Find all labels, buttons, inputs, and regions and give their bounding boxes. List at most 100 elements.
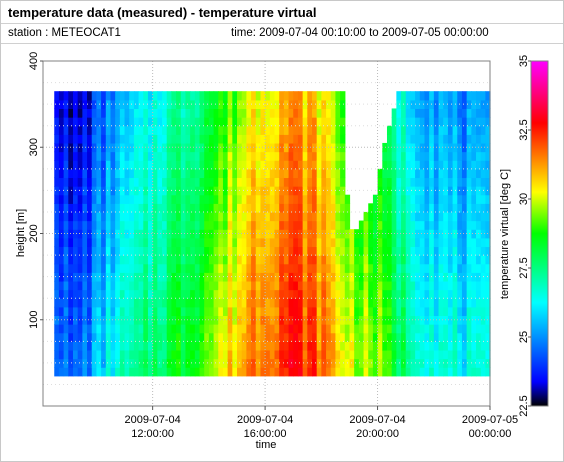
heatmap-cell — [429, 168, 435, 179]
heatmap-cell — [340, 91, 346, 101]
heatmap-cell — [283, 237, 290, 248]
heatmap-cell — [293, 177, 299, 187]
heatmap-cell — [316, 255, 322, 265]
heatmap-cell — [227, 255, 233, 265]
heatmap-cell — [410, 134, 416, 144]
heatmap-cell — [251, 324, 257, 334]
heatmap-cell — [424, 108, 430, 118]
heatmap-cell — [232, 332, 238, 342]
heatmap-cell — [110, 315, 116, 325]
heatmap-cell — [255, 315, 262, 325]
heatmap-cell — [237, 324, 243, 334]
heatmap-cell — [274, 117, 280, 127]
heatmap-cell — [166, 358, 173, 368]
heatmap-cell — [443, 289, 449, 299]
heatmap-cell — [63, 237, 69, 248]
heatmap-cell — [410, 246, 416, 256]
heatmap-cell — [96, 211, 102, 222]
heatmap-cell — [133, 186, 140, 196]
heatmap-cell — [316, 349, 322, 360]
heatmap-cell — [433, 151, 440, 161]
heatmap-cell — [185, 211, 191, 222]
heatmap-cell — [96, 142, 102, 153]
colorbar-label: temperature virtual [deg C] — [499, 169, 511, 299]
heatmap-cell — [227, 186, 233, 196]
heatmap-cell — [307, 220, 313, 230]
heatmap-cell — [269, 280, 276, 291]
heatmap-cell — [96, 349, 102, 360]
heatmap-cell — [241, 263, 247, 273]
heatmap-cell — [452, 229, 458, 239]
heatmap-cell — [232, 142, 238, 153]
heatmap-cell — [452, 341, 458, 351]
heatmap-cell — [316, 117, 322, 127]
heatmap-cell — [260, 349, 266, 360]
heatmap-cell — [283, 280, 290, 291]
heatmap-cell — [293, 246, 299, 256]
heatmap-cell — [162, 255, 168, 265]
heatmap-cell — [405, 255, 412, 265]
heatmap-cell — [152, 203, 158, 213]
heatmap-cell — [438, 108, 444, 118]
heatmap-cell — [101, 160, 107, 170]
heatmap-cell — [279, 272, 285, 282]
heatmap-cell — [297, 186, 304, 196]
heatmap-cell — [410, 280, 416, 291]
heatmap-cell — [208, 151, 215, 161]
heatmap-cell — [251, 358, 257, 368]
title-bar: temperature data (measured) - temperatur… — [1, 1, 563, 24]
heatmap-cell — [91, 168, 98, 179]
heatmap-cell — [269, 367, 276, 377]
heatmap-cell — [152, 220, 158, 230]
heatmap-cell — [87, 280, 93, 291]
heatmap-cell — [58, 91, 65, 101]
heatmap-cell — [54, 134, 60, 144]
heatmap-cell — [354, 315, 360, 325]
heatmap-cell — [96, 315, 102, 325]
heatmap-cell — [274, 194, 280, 204]
heatmap-cell — [91, 298, 98, 308]
heatmap-cell — [246, 220, 252, 230]
heatmap-cell — [279, 142, 285, 153]
heatmap-cell — [457, 194, 463, 204]
heatmap-cell — [382, 220, 388, 230]
heatmap-cell — [63, 289, 69, 299]
heatmap-cell — [312, 315, 318, 325]
heatmap-cell — [133, 203, 140, 213]
heatmap-cell — [316, 332, 322, 342]
heatmap-cell — [429, 255, 435, 265]
heatmap-cell — [101, 168, 107, 179]
heatmap-cell — [419, 160, 426, 170]
heatmap-cell — [87, 168, 93, 179]
heatmap-cell — [133, 108, 140, 118]
heatmap-cell — [241, 91, 247, 101]
heatmap-cell — [82, 306, 88, 317]
heatmap-cell — [129, 108, 135, 118]
heatmap-cell — [321, 142, 327, 153]
heatmap-cell — [274, 358, 280, 368]
heatmap-cell — [438, 91, 444, 101]
heatmap-cell — [269, 255, 276, 265]
heatmap-cell — [194, 117, 201, 127]
heatmap-cell — [166, 324, 173, 334]
heatmap-cell — [138, 349, 144, 360]
heatmap-cell — [115, 255, 121, 265]
heatmap-cell — [377, 324, 383, 334]
heatmap-cell — [461, 349, 468, 360]
colorbar-tick-label: 30 — [518, 193, 530, 205]
x-tick-label-date: 2009-07-05 — [462, 414, 518, 426]
heatmap-cell — [429, 203, 435, 213]
heatmap-cell — [152, 229, 158, 239]
heatmap-cell — [382, 151, 388, 161]
heatmap-cell — [466, 237, 472, 248]
heatmap-cell — [386, 160, 393, 170]
heatmap-cell — [293, 237, 299, 248]
heatmap-cell — [419, 177, 426, 187]
heatmap-cell — [288, 280, 294, 291]
heatmap-cell — [152, 298, 158, 308]
heatmap-cell — [438, 255, 444, 265]
heatmap-cell — [190, 160, 196, 170]
heatmap-cell — [157, 306, 163, 317]
heatmap-cell — [471, 237, 477, 248]
heatmap-cell — [335, 306, 341, 317]
